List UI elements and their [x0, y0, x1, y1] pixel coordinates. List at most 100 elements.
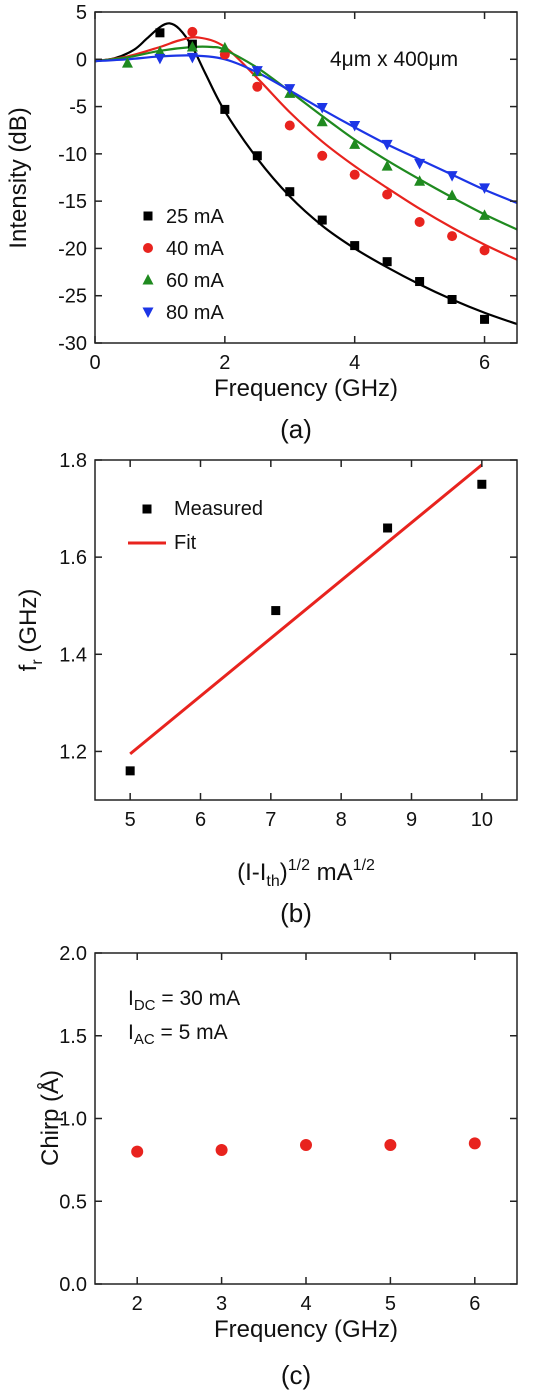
panel-b-legend: Measured Fit: [128, 498, 263, 554]
panel-a-y-tick-label: -15: [58, 191, 87, 213]
panel-a-point-4: [381, 139, 393, 151]
panel-c-annotation-idc: IDC = 30 mA: [128, 987, 240, 1014]
panel-c-x-tick-label: 2: [132, 1293, 143, 1315]
panel-a-point-2: [187, 26, 198, 37]
annotation-iac-sub: AC: [134, 1031, 155, 1048]
panel-a-x-tick-label: 6: [479, 352, 490, 374]
panel-b-legend-label-fit: Fit: [174, 532, 197, 554]
panel-b-x-ticks: 5 6 7 8 9 10: [125, 460, 493, 831]
panel-b-series-layer: [125, 463, 487, 776]
panel-a-x-axis-label: Frequency (GHz): [214, 375, 398, 402]
panel-a-fit-line-3: [95, 45, 517, 231]
panel-a-point-3: [349, 138, 361, 149]
panel-a-point-4: [251, 66, 263, 77]
panel-b-x-tick-label: 9: [406, 809, 417, 831]
panel-a-point-4: [186, 52, 198, 64]
panel-c-x-tick-label: 3: [216, 1293, 227, 1315]
panel-a-legend-marker-1: [143, 211, 153, 221]
panel-c-y-axis-label: Chirp (Å): [36, 1070, 64, 1166]
panel-a-point-1: [480, 314, 490, 324]
panel-c-x-tick-label: 5: [385, 1293, 396, 1315]
panel-a-y-tick-label: -20: [58, 238, 87, 260]
annotation-iac-rest: = 5 mA: [155, 1021, 228, 1044]
panel-b-y-ticks: 1.2 1.4 1.6 1.8: [59, 450, 517, 763]
panel-b-legend-label-measured: Measured: [174, 498, 263, 520]
panel-a-point-1: [382, 257, 392, 267]
panel-a-legend-marker-3: [142, 274, 154, 285]
panel-b-resonance-chart: 5 6 7 8 9 10 1.2 1.4 1.6 1.8 Measured Fit (I-Ith)…: [15, 450, 518, 928]
panel-a-point-1: [447, 294, 457, 304]
panel-c-label: (c): [281, 1360, 311, 1390]
panel-b-x-label-sub: th: [266, 873, 279, 890]
panel-a-point-4: [446, 171, 458, 182]
panel-a-point-1: [252, 151, 262, 161]
panel-a-intensity-chart: 0 2 4 6 5 0 -5 -10 -15 -20 -25 -30 4μm x 400μm 25 …: [5, 2, 518, 444]
panel-a-point-3: [414, 175, 426, 186]
panel-a-point-2: [349, 169, 360, 180]
panel-c-y-tick-label: 0.5: [59, 1191, 87, 1213]
panel-a-point-4: [284, 84, 296, 95]
panel-a-legend-label-1: 25 mA: [166, 206, 224, 228]
annotation-idc-rest: = 30 mA: [156, 987, 241, 1010]
panel-b-y-tick-label: 1.6: [59, 547, 87, 569]
annotation-idc-sub: DC: [134, 997, 156, 1014]
panel-b-y-label-sub: r: [29, 659, 46, 665]
panel-b-x-tick-label: 10: [471, 809, 493, 831]
panel-a-y-tick-label: 5: [76, 2, 87, 24]
panel-b-x-label-mid: ): [280, 859, 288, 886]
panel-c-y-tick-label: 1.5: [59, 1026, 87, 1048]
panel-a-point-3: [316, 115, 328, 127]
panel-a-annotation: 4μm x 400μm: [330, 48, 458, 71]
panel-b-x-tick-label: 8: [336, 809, 347, 831]
panel-c-chirp-point: [131, 1145, 144, 1158]
panel-a-point-1: [220, 104, 230, 114]
panel-b-plot-frame: [94, 459, 518, 801]
panel-c-chirp-point: [300, 1138, 312, 1151]
panel-b-y-tick-label: 1.8: [59, 450, 87, 472]
panel-a-legend-label-3: 60 mA: [166, 270, 224, 292]
panel-b-x-label-sup2: 1/2: [353, 857, 375, 874]
panel-c-x-ticks: 2 3 4 5 6: [132, 953, 480, 1315]
annotation-idc-main: I: [128, 987, 134, 1010]
panel-c-chirp-point: [215, 1143, 228, 1156]
panel-b-x-tick-label: 5: [125, 809, 136, 831]
panel-a-legend: 25 mA 40 mA 60 mA 80 mA: [142, 206, 224, 324]
panel-b-measured-point: [477, 479, 487, 489]
panel-a-point-3: [446, 189, 458, 200]
panel-b-measured-point: [271, 606, 281, 616]
panel-a-y-ticks: 5 0 -5 -10 -15 -20 -25 -30: [58, 2, 517, 355]
panel-a-point-3: [479, 209, 491, 220]
panel-a-point-3: [154, 45, 166, 57]
panel-a-point-2: [252, 81, 263, 92]
panel-a-legend-marker-2: [143, 243, 153, 253]
panel-c-y-ticks: 0.0 0.5 1.0 1.5 2.0: [59, 943, 517, 1296]
panel-b-y-tick-label: 1.4: [59, 644, 87, 666]
panel-a-point-1: [350, 241, 360, 251]
panel-b-x-label-main: (I-I: [237, 859, 266, 886]
panel-b-y-axis-label: fr (GHz): [15, 589, 46, 672]
panel-a-point-1: [155, 28, 165, 38]
panel-a-fit-line-2: [95, 36, 517, 261]
panel-c-chirp-point: [384, 1138, 397, 1151]
panel-b-y-label-unit: (GHz): [15, 589, 42, 660]
panel-a-point-4: [154, 53, 166, 65]
panel-b-legend-marker-measured: [142, 504, 152, 514]
annotation-iac-main: I: [128, 1021, 134, 1044]
panel-a-point-3: [219, 41, 231, 53]
panel-a-plot-frame: [94, 11, 518, 344]
panel-a-point-3: [381, 160, 393, 171]
panel-a-y-tick-label: 0: [76, 49, 87, 71]
panel-b-measured-point: [125, 766, 135, 776]
panel-b-measured-point: [383, 523, 393, 533]
panel-a-fit-line-4: [95, 54, 517, 205]
panel-a-point-2: [317, 150, 328, 161]
panel-a-y-tick-label: -30: [58, 333, 87, 355]
panel-a-point-4: [479, 183, 491, 194]
panel-a-y-tick-label: -5: [69, 97, 87, 119]
panel-a-x-ticks: 0 2 4 6: [89, 12, 490, 374]
panel-a-point-4: [414, 158, 426, 170]
panel-b-y-label-main: f: [15, 664, 42, 671]
panel-c-y-tick-label: 2.0: [59, 943, 87, 965]
panel-a-point-2: [414, 216, 425, 227]
